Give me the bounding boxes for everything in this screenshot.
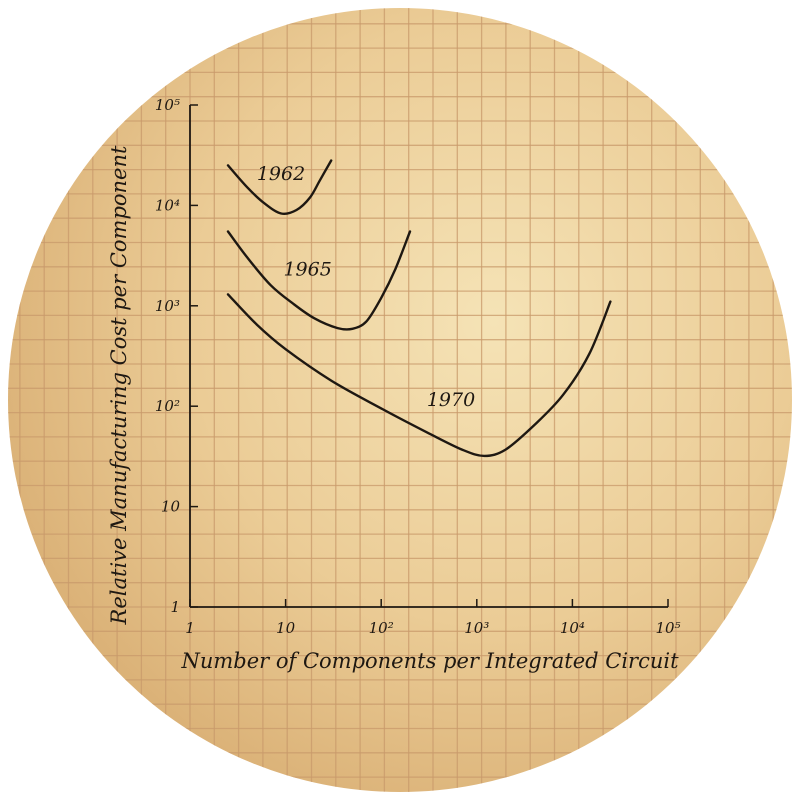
x-tick-label: 10⁵ (655, 619, 680, 637)
curve-1962 (226, 159, 333, 215)
curve-1970 (226, 293, 612, 458)
y-tick-label: 10³ (155, 297, 180, 315)
x-tick-label: 10³ (464, 619, 489, 637)
curve-1965 (226, 230, 412, 331)
ticks: 1 10 10² 10³ 10⁴ 10⁵ 1 10 10² 10³ 10⁴ 10⁵ (155, 96, 681, 637)
paper-disc (8, 8, 792, 792)
axes (189, 105, 668, 608)
curve-labels: 1962 1965 1970 (257, 163, 475, 411)
x-tick-label: 1 (185, 619, 195, 637)
curve-label-1965: 1965 (283, 259, 331, 281)
curve-label-1970: 1970 (427, 389, 475, 411)
y-tick-label: 10⁴ (155, 196, 180, 214)
y-tick-label: 10⁵ (155, 96, 180, 114)
x-tick-label: 10⁴ (560, 619, 585, 637)
y-tick-label: 10 (161, 498, 181, 516)
x-tick-label: 10 (276, 619, 296, 637)
curve-label-1962: 1962 (257, 163, 305, 185)
x-tick-label: 10² (369, 619, 394, 637)
x-axis-title: Number of Components per Integrated Circ… (180, 649, 679, 673)
curves (226, 159, 612, 458)
y-tick-label: 10² (155, 397, 180, 415)
y-axis-title: Relative Manufacturing Cost per Componen… (107, 145, 131, 625)
y-tick-label: 1 (170, 598, 180, 616)
